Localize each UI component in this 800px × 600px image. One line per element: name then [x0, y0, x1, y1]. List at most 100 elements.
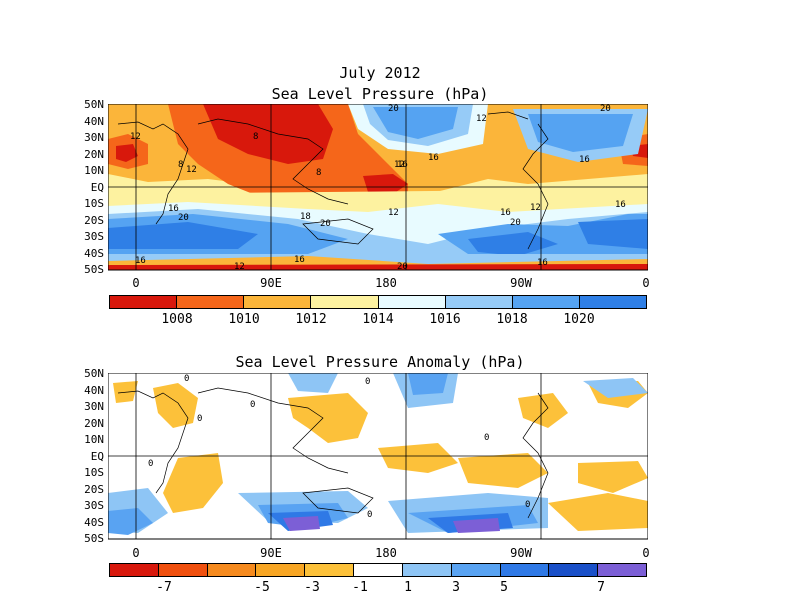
colorbar-swatch [579, 295, 647, 309]
lat-label: 10S [84, 197, 104, 210]
colorbar-swatch [549, 563, 599, 577]
anomaly-colorbar [109, 563, 647, 577]
contour-label: 20 [178, 213, 189, 223]
colorbar-swatch [378, 295, 446, 309]
panel2-title: Sea Level Pressure Anomaly (hPa) [235, 353, 525, 371]
colorbar-label: 1 [404, 580, 412, 595]
lat-label: 50S [84, 263, 104, 276]
pressure-colorbar [109, 295, 647, 309]
colorbar-swatch [500, 563, 550, 577]
colorbar-swatch [445, 295, 513, 309]
lat-label: EQ [90, 181, 104, 194]
colorbar-label: -3 [304, 580, 320, 595]
colorbar-swatch [207, 563, 257, 577]
contour-label: 12 [476, 114, 487, 124]
contour-label: 20 [320, 219, 331, 229]
colorbar-swatch [311, 295, 379, 309]
colorbar-swatch [402, 563, 452, 577]
contour-label: 20 [388, 104, 399, 114]
contour-label: 16 [135, 256, 146, 266]
contour-label: 0 [250, 400, 256, 410]
colorbar-swatch [354, 563, 403, 577]
contour-label: 12 [130, 132, 141, 142]
lat-label: 50N [84, 367, 104, 380]
colorbar-label: 1008 [161, 312, 193, 327]
lon-label: 90W [510, 546, 532, 560]
contour-label: 16 [168, 204, 179, 214]
colorbar-swatch [451, 563, 501, 577]
contour-label: 20 [600, 104, 611, 114]
colorbar-label: 1014 [362, 312, 394, 327]
lat-label: 30N [84, 131, 104, 144]
panel1-title-variable: Sea Level Pressure (hPa) [271, 85, 489, 103]
lon-label: 90E [260, 546, 282, 560]
contour-label: 16 [615, 200, 626, 210]
lat-label: 40S [84, 247, 104, 260]
contour-label: 0 [365, 377, 371, 387]
lat-label: 20N [84, 148, 104, 161]
contour-label: 0 [148, 459, 154, 469]
lon-label: 0 [132, 546, 140, 560]
colorbar-swatch [177, 295, 245, 309]
colorbar-swatch [244, 295, 312, 309]
colorbar-label: -1 [352, 580, 368, 595]
colorbar-label: 1010 [228, 312, 260, 327]
colorbar-label: -7 [156, 580, 172, 595]
lat-label: 20N [84, 417, 104, 430]
contour-label: 12 [388, 208, 399, 218]
colorbar-swatch [109, 295, 178, 309]
colorbar-swatch [158, 563, 208, 577]
panel1-title-date: July 2012 [339, 64, 421, 82]
colorbar-label: 1018 [496, 312, 528, 327]
contour-label: 12 [530, 203, 541, 213]
lon-label: 180 [375, 276, 397, 290]
lon-label: 180 [375, 546, 397, 560]
colorbar-swatch [109, 563, 159, 577]
lat-label: 20S [84, 483, 104, 496]
lat-label: 40S [84, 516, 104, 529]
contour-label: 20 [510, 218, 521, 228]
colorbar-swatch [256, 563, 306, 577]
lat-label: 40N [84, 115, 104, 128]
colorbar-swatch [512, 295, 580, 309]
colorbar-swatch [305, 563, 355, 577]
colorbar-label: 1012 [295, 312, 327, 327]
lat-label: EQ [90, 450, 104, 463]
contour-label: 16 [397, 160, 408, 170]
lat-label: 40N [84, 384, 104, 397]
contour-label: 20 [397, 262, 408, 272]
contour-label: 0 [197, 414, 203, 424]
lon-label: 0 [642, 276, 650, 290]
colorbar-label: 5 [500, 580, 508, 595]
contour-label: 8 [316, 168, 322, 178]
lat-label: 30S [84, 230, 104, 243]
colorbar-label: -5 [254, 580, 270, 595]
lat-label: 10N [84, 164, 104, 177]
contour-label: 8 [253, 132, 259, 142]
contour-label: 8 [178, 160, 184, 170]
sea-level-pressure-anomaly-map [108, 373, 648, 540]
colorbar-label: 1020 [563, 312, 595, 327]
colorbar-label: 7 [597, 580, 605, 595]
colorbar-swatch [598, 563, 647, 577]
lat-label: 50S [84, 532, 104, 545]
contour-label: 0 [484, 433, 490, 443]
lon-label: 90E [260, 276, 282, 290]
contour-label: 0 [525, 500, 531, 510]
colorbar-label: 3 [452, 580, 460, 595]
contour-label: 16 [428, 153, 439, 163]
lat-label: 30N [84, 400, 104, 413]
colorbar-label: 1016 [429, 312, 461, 327]
sea-level-pressure-map [108, 104, 648, 271]
lon-label: 0 [132, 276, 140, 290]
contour-label: 16 [294, 255, 305, 265]
lat-label: 10S [84, 466, 104, 479]
contour-label: 12 [234, 262, 245, 272]
contour-label: 16 [579, 155, 590, 165]
contour-label: 12 [394, 160, 405, 170]
contour-label: 0 [184, 374, 190, 384]
lat-label: 30S [84, 499, 104, 512]
lat-label: 10N [84, 433, 104, 446]
contour-label: 18 [300, 212, 311, 222]
contour-label: 12 [186, 165, 197, 175]
